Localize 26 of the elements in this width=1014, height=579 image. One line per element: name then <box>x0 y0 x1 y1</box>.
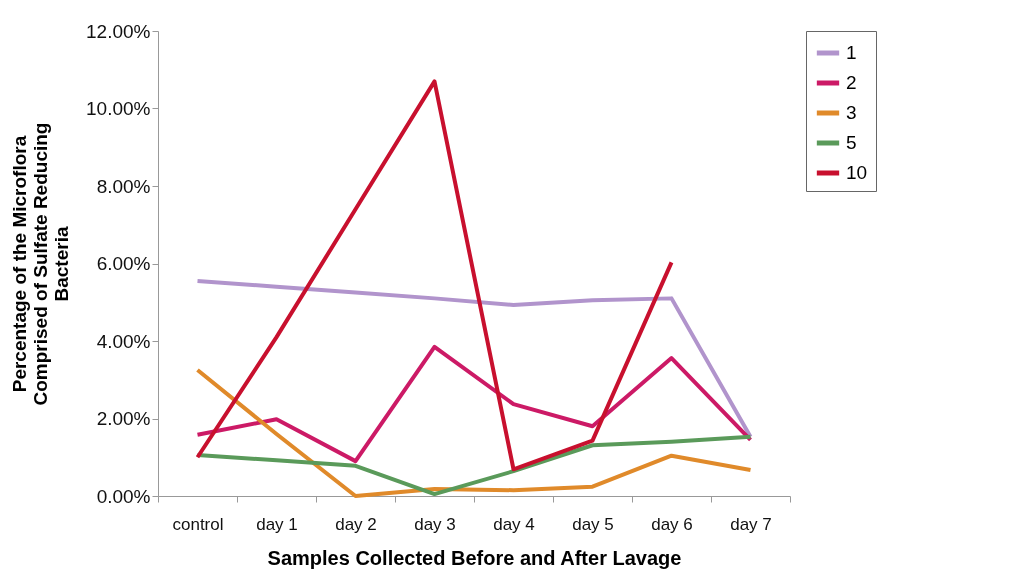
x-tick-label: day 7 <box>730 514 772 534</box>
legend-label: 5 <box>846 132 857 153</box>
legend-label: 3 <box>846 102 857 123</box>
x-tick-label: day 4 <box>493 514 535 534</box>
y-axis-title: Percentage of the Microflora Comprised of Sulfate Reducing Bacteria <box>9 122 73 406</box>
x-axis-title: Samples Collected Before and After Lavage <box>267 546 682 569</box>
x-tick-label: day 5 <box>572 514 614 534</box>
legend-label: 10 <box>846 162 868 183</box>
x-tick-label: day 2 <box>335 514 377 534</box>
y-tick-label: 8.00% <box>96 175 151 197</box>
y-tick-label: 12.00% <box>86 20 151 42</box>
legend-label: 2 <box>846 72 857 93</box>
line-series <box>195 344 753 464</box>
line-series <box>195 368 753 498</box>
x-tick-label: day 3 <box>414 514 456 534</box>
y-tick-label: 10.00% <box>86 98 151 119</box>
y-tick-label: 0.00% <box>96 485 151 507</box>
x-tick-label: day 1 <box>256 514 298 534</box>
legend-label: 1 <box>846 42 857 63</box>
y-tick-label: 6.00% <box>96 253 151 274</box>
x-tick-label: day 6 <box>651 514 693 534</box>
x-tick-label: control <box>172 514 224 534</box>
y-tick-label: 4.00% <box>96 330 151 352</box>
line-series <box>195 79 674 472</box>
y-tick-label: 2.00% <box>96 408 151 429</box>
line-series <box>195 278 753 439</box>
